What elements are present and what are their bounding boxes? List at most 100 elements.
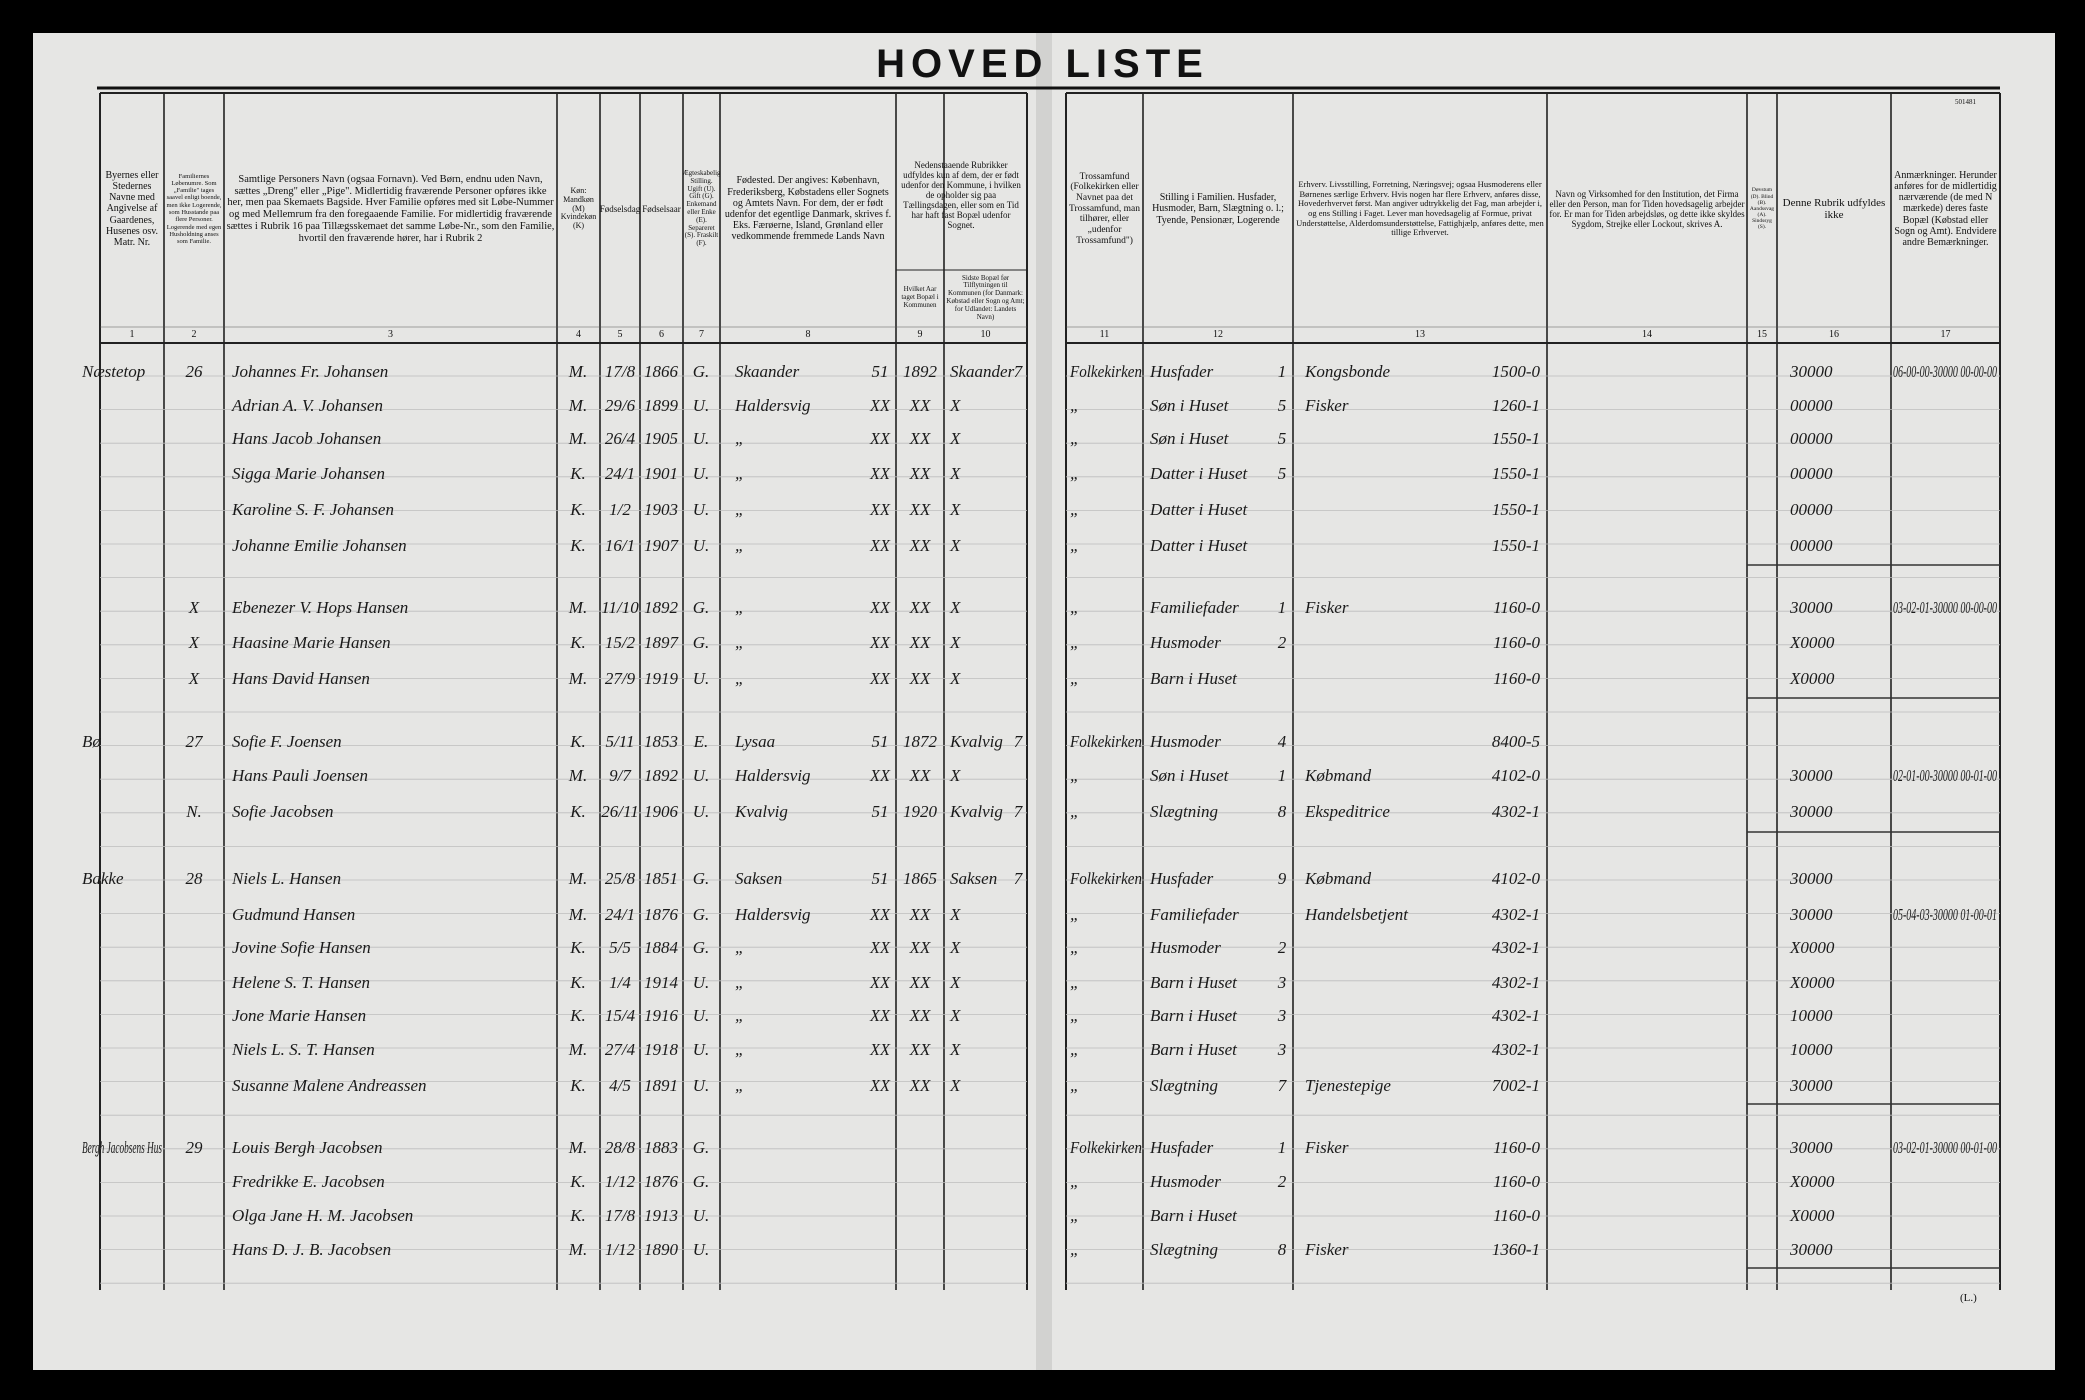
cell: Haldersvig: [734, 766, 811, 785]
cell: XX: [909, 464, 931, 483]
cell: Husfader: [1149, 1138, 1214, 1157]
cell: 1865: [903, 869, 937, 888]
cell: Husfader: [1149, 362, 1214, 381]
cell: Barn i Huset: [1150, 669, 1238, 688]
cell: 1884: [644, 938, 679, 957]
cell: Søn i Huset: [1150, 429, 1230, 448]
column-heading: Familiernes Løbenumre. Som „Familie" tag…: [166, 172, 222, 246]
cell: Handelsbetjent: [1304, 905, 1409, 924]
cell: 1160-0: [1493, 1138, 1540, 1157]
cell: XX: [869, 464, 891, 483]
column-heading: Hvilket Aar taget Bopæl i Kommunen: [901, 285, 939, 309]
cell: 29/6: [605, 396, 636, 415]
column-number: 12: [1213, 329, 1223, 340]
cell: M.: [568, 429, 587, 448]
cell: 10000: [1790, 1006, 1833, 1025]
cell: X0000: [1789, 1206, 1835, 1225]
column-number: 3: [388, 329, 393, 340]
cell: Fredrikke E. Jacobsen: [231, 1172, 385, 1191]
cell: 4102-0: [1492, 869, 1541, 888]
column-number: 6: [659, 329, 664, 340]
cell: 1853: [644, 732, 678, 751]
cell: G.: [693, 1138, 710, 1157]
cell: Kvalvig: [949, 802, 1003, 821]
cell: Bakke: [82, 869, 124, 888]
cell: Hans David Hansen: [231, 669, 370, 688]
cell: Slægtning: [1150, 1076, 1218, 1095]
cell: 02-01-00-30000 00-01-00: [1893, 766, 1997, 785]
cell: M.: [568, 396, 587, 415]
cell: 1906: [644, 802, 679, 821]
cell: U.: [693, 802, 710, 821]
column-number: 14: [1642, 329, 1652, 340]
cell: 1550-1: [1492, 464, 1540, 483]
cell: Skaander: [950, 362, 1015, 381]
cell: „: [735, 500, 744, 519]
cell: Bergh Jacobsens Hus: [82, 1138, 162, 1157]
cell: 26: [186, 362, 204, 381]
cell: „: [1070, 973, 1079, 992]
cell: U.: [693, 429, 710, 448]
cell: Helene S. T. Hansen: [231, 973, 370, 992]
column-heading: Fødested. Der angives: København, Freder…: [724, 175, 892, 243]
cell: 00000: [1790, 464, 1833, 483]
cell: M.: [568, 669, 587, 688]
cell: Kvalvig: [734, 802, 788, 821]
cell: 26/4: [605, 429, 636, 448]
cell: Hans D. J. B. Jacobsen: [231, 1240, 391, 1259]
cell: G.: [693, 362, 710, 381]
cell: XX: [869, 938, 891, 957]
cell: Tjenestepige: [1305, 1076, 1391, 1095]
column-number: 5: [617, 329, 623, 340]
cell: M.: [568, 1240, 587, 1259]
cell: Barn i Huset: [1150, 1206, 1238, 1225]
cell: 51: [872, 362, 889, 381]
cell: „: [735, 1040, 744, 1059]
cell: G.: [693, 1172, 710, 1191]
form-number: 501481: [1955, 98, 1976, 106]
cell: „: [1070, 938, 1079, 957]
cell: 27/9: [605, 669, 636, 688]
cell: 5: [1278, 396, 1287, 415]
cell: 1920: [903, 802, 938, 821]
column-heading: Anmærkninger. Herunder anføres for de mi…: [1894, 169, 1997, 248]
cell: XX: [869, 396, 891, 415]
cell: M.: [568, 905, 587, 924]
cell: G.: [693, 905, 710, 924]
cell: XX: [909, 1006, 931, 1025]
footer-mark: (L.): [1960, 1292, 1977, 1304]
cell: U.: [693, 536, 710, 555]
cell: Niels L. S. T. Hansen: [231, 1040, 375, 1059]
cell: U.: [693, 1040, 710, 1059]
cell: XX: [869, 598, 891, 617]
cell: Sigga Marie Johansen: [232, 464, 385, 483]
cell: 1851: [644, 869, 678, 888]
cell: 1260-1: [1492, 396, 1540, 415]
cell: 1914: [644, 973, 679, 992]
cell: XX: [869, 536, 891, 555]
cell: K.: [569, 938, 586, 957]
cell: Barn i Huset: [1150, 1040, 1238, 1059]
cell: X: [949, 633, 961, 652]
cell: K.: [569, 1076, 586, 1095]
cell: U.: [693, 669, 710, 688]
cell: Barn i Huset: [1150, 1006, 1238, 1025]
title: HOVED LISTE: [876, 42, 1209, 86]
cell: 1897: [644, 633, 680, 652]
cell: 00000: [1790, 500, 1833, 519]
column-number: 2: [191, 329, 197, 340]
column-heading: Denne Rubrik udfyldes ikke: [1782, 196, 1886, 221]
cell: Saksen: [735, 869, 782, 888]
cell: M.: [568, 362, 587, 381]
cell: „: [1070, 669, 1079, 688]
cell: 1160-0: [1493, 1172, 1540, 1191]
group-heading: Nedenstaaende Rubrikker udfyldes kun af …: [901, 159, 1021, 231]
cell: Louis Bergh Jacobsen: [231, 1138, 382, 1157]
cell: 1913: [644, 1206, 678, 1225]
cell: 1891: [644, 1076, 678, 1095]
cell: U.: [693, 1240, 710, 1259]
cell: Fisker: [1304, 598, 1349, 617]
cell: U.: [693, 973, 710, 992]
cell: 1905: [644, 429, 678, 448]
